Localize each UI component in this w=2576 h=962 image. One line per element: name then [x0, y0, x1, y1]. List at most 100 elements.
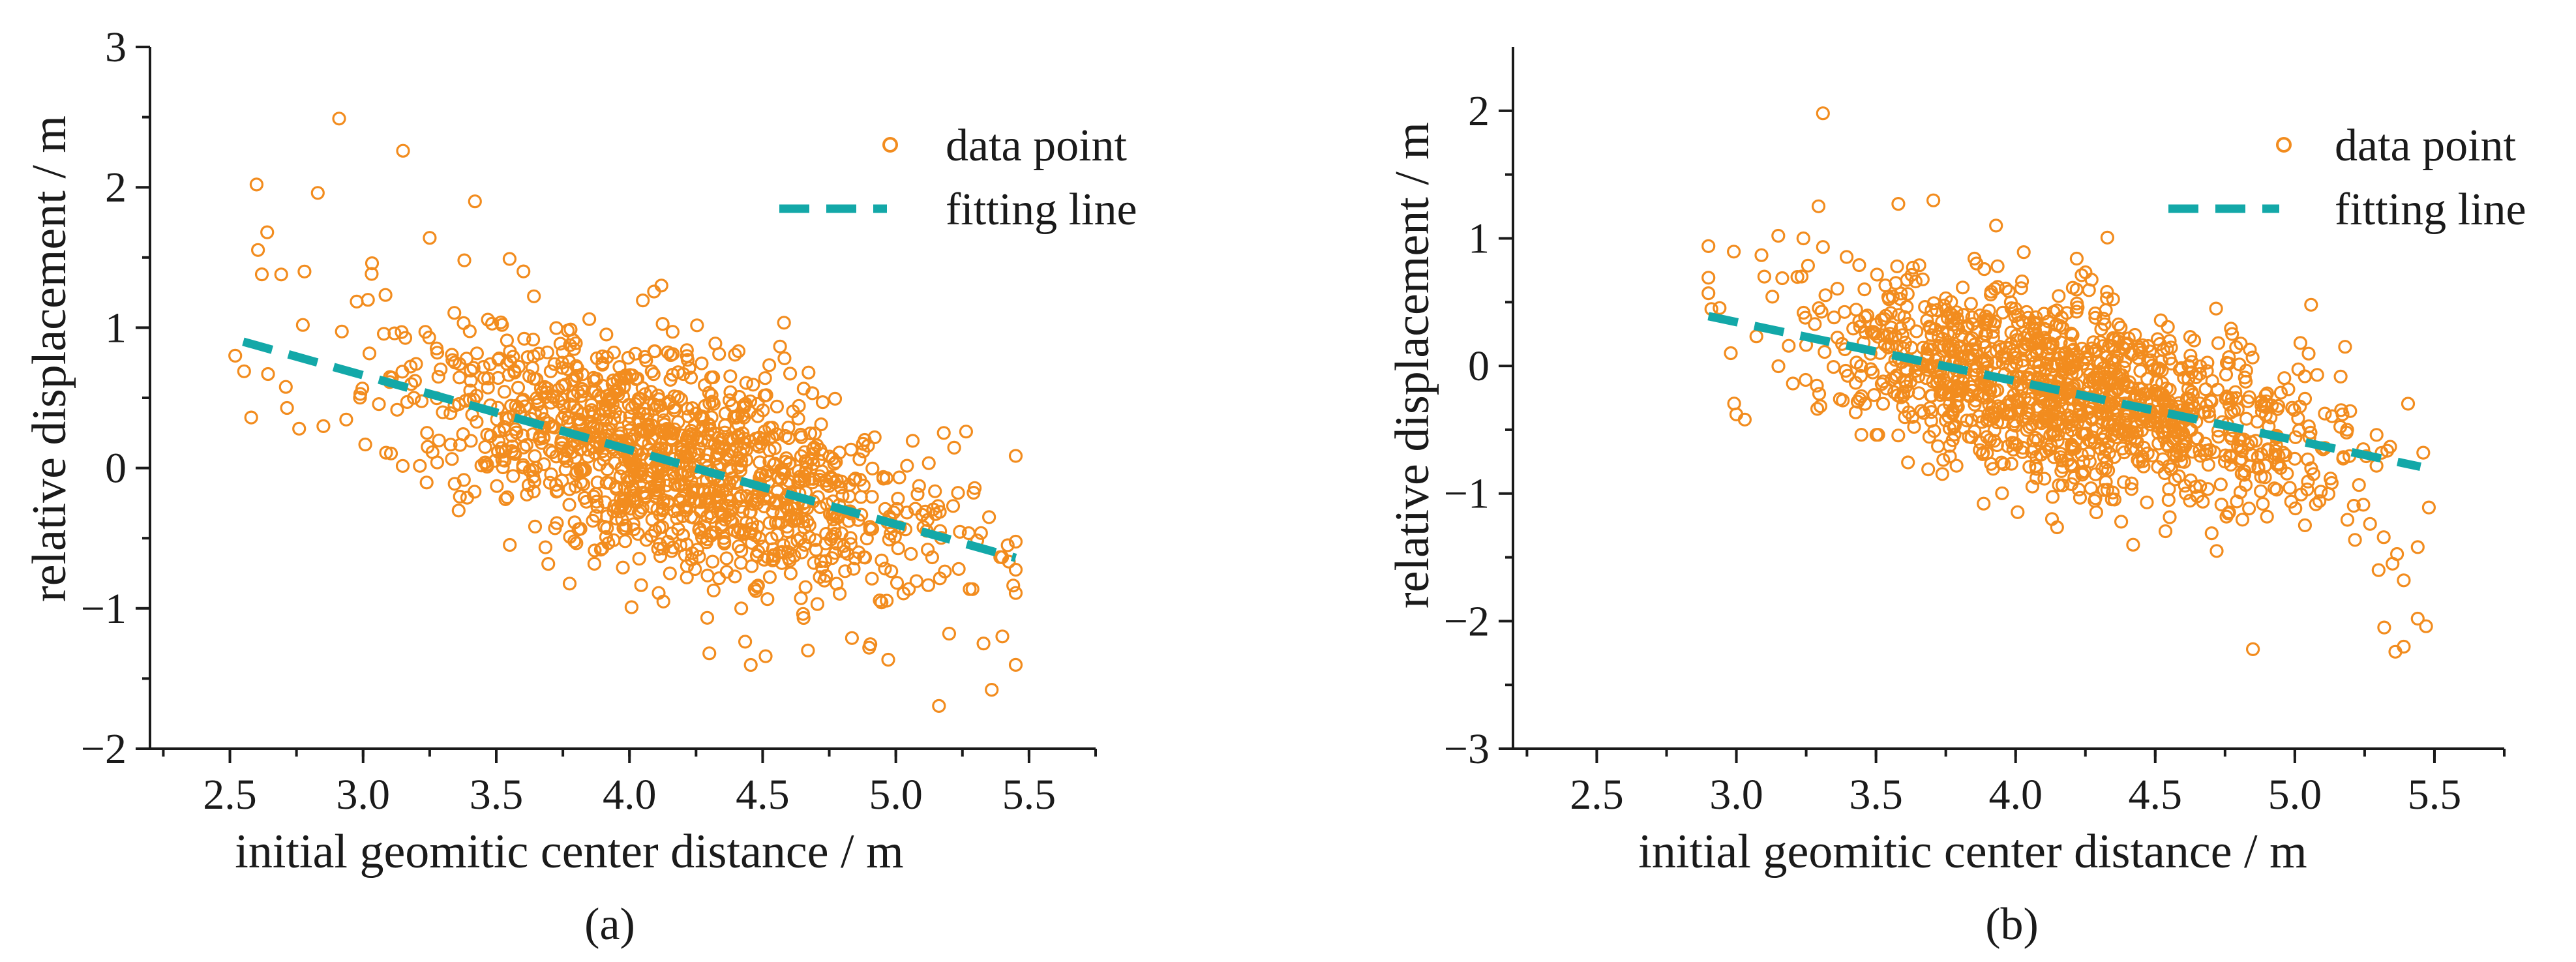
panel-a-data-point — [624, 600, 639, 614]
panel-b-data-point — [1939, 303, 1953, 317]
panel-a-data-point — [909, 574, 923, 588]
panel-a-data-point — [936, 426, 951, 440]
panel-b-points — [1701, 106, 2436, 659]
panel-b-data-point — [1891, 197, 1906, 211]
panel-b-data-point — [1826, 359, 1841, 374]
panel-b-data-point — [2325, 409, 2339, 423]
panel-b-data-point — [2047, 450, 2061, 464]
panel-b-data-point — [2037, 472, 2052, 486]
panel-a-data-point — [555, 473, 569, 488]
panel-a-data-point — [526, 333, 541, 347]
panel-b-data-point — [2069, 282, 2084, 297]
panel-a-data-point — [496, 460, 510, 475]
panel-a-data-point — [478, 440, 492, 455]
panel-b-data-point — [1884, 320, 1898, 335]
panel-b-data-point — [2273, 385, 2288, 400]
panel-a-data-point — [631, 395, 645, 409]
panel-b-data-point — [2380, 443, 2395, 458]
panel-a-data-point — [878, 562, 892, 576]
panel-b-data-point — [1852, 314, 1866, 329]
panel-b-data-point — [1771, 228, 1786, 243]
panel-a-x-axis-title: initial geomitic center distance / m — [235, 825, 903, 879]
panel-a-data-point — [587, 374, 601, 388]
panel-b-data-point — [1920, 358, 1934, 372]
panel-a-data-point — [714, 507, 729, 522]
panel-a-data-point — [792, 398, 806, 413]
panel-b-data-point — [2237, 468, 2251, 482]
panel-a-data-point — [659, 478, 674, 492]
panel-a-data-point — [629, 372, 644, 387]
panel-a-data-point — [947, 440, 961, 455]
panel-a-data-point — [818, 536, 833, 550]
panel-a-data-point — [447, 306, 462, 320]
panel-a-data-point — [890, 575, 905, 590]
panel-a-data-point — [783, 508, 797, 522]
panel-b-data-point — [2054, 393, 2068, 408]
panel-b-data-point — [2211, 336, 2226, 350]
panel-a-data-point — [554, 436, 569, 451]
panel-b-data-point — [2015, 274, 2029, 288]
panel-a-data-point — [722, 507, 736, 522]
panel-a-data-point — [896, 586, 911, 601]
panel-b-data-point — [2123, 432, 2138, 446]
panel-a-data-point — [497, 385, 512, 399]
panel-b-data-point — [1902, 317, 1916, 331]
panel-a-data-point — [690, 543, 704, 557]
panel-b-data-point — [2004, 457, 2018, 471]
panel-b-data-point — [2064, 459, 2078, 473]
panel-b-data-point — [2230, 494, 2244, 509]
panel-b-data-point — [1799, 372, 1813, 387]
panel-b-data-point — [1945, 433, 1960, 447]
panel-b-data-point — [2115, 442, 2129, 456]
panel-a-data-point — [447, 355, 462, 370]
panel-a-data-point — [716, 483, 730, 498]
panel-a-x-tick-label: 4.0 — [603, 771, 657, 819]
panel-b-data-point — [1977, 496, 1991, 511]
panel-a-data-point — [457, 253, 472, 267]
panel-a-data-point — [783, 566, 798, 580]
panel-a-data-point — [810, 597, 825, 611]
panel-a-data-point — [700, 447, 715, 462]
panel-a-data-point — [407, 391, 421, 405]
panel-a-data-point — [379, 445, 393, 460]
panel-a-data-point — [912, 479, 926, 493]
panel-a-data-point — [228, 348, 243, 363]
panel-a-data-point — [644, 364, 659, 379]
panel-a-data-point — [526, 470, 541, 484]
panel-a-data-point — [777, 351, 792, 366]
panel-a-data-point — [642, 443, 657, 457]
panel-a-data-point — [758, 371, 772, 385]
panel-b-data-point — [2246, 642, 2260, 657]
panel-b-data-point — [1911, 369, 1926, 383]
panel-a-data-point — [655, 520, 670, 534]
panel-b-data-point — [2410, 611, 2425, 626]
panel-b-data-point — [2288, 451, 2302, 466]
panel-a-data-point — [933, 571, 947, 586]
panel-a-data-point — [614, 497, 629, 512]
panel-a-data-point — [310, 186, 325, 200]
panel-a-data-point — [443, 438, 458, 452]
panel-a-data-point — [546, 389, 560, 403]
panel-a-data-point — [921, 456, 936, 470]
panel-a-data-point — [396, 143, 410, 158]
panel-a-data-point — [891, 491, 905, 506]
panel-b-data-point — [2106, 355, 2120, 370]
panel-b-data-point — [1926, 193, 1941, 207]
panel-b-caption: (b) — [1985, 899, 2039, 950]
panel-b-data-point — [2214, 497, 2228, 512]
panel-b-data-point — [2173, 448, 2187, 462]
panel-b-data-point — [2386, 556, 2400, 571]
panel-b-data-point — [2172, 469, 2186, 483]
panel-b-data-point — [2125, 348, 2140, 362]
panel-a-data-point — [339, 412, 353, 427]
panel-b-data-point — [2043, 428, 2058, 442]
panel-b-data-point — [2128, 327, 2142, 342]
panel-a-data-point — [809, 543, 823, 557]
panel-b-legend-marker — [2276, 137, 2292, 153]
panel-b-data-point — [1915, 272, 1930, 286]
panel-a-data-point — [801, 643, 815, 658]
panel-a-data-point — [863, 520, 877, 534]
panel-b-data-point — [2133, 340, 2147, 355]
panel-b-data-point — [2167, 447, 2181, 462]
panel-b-axes — [1512, 47, 2504, 750]
